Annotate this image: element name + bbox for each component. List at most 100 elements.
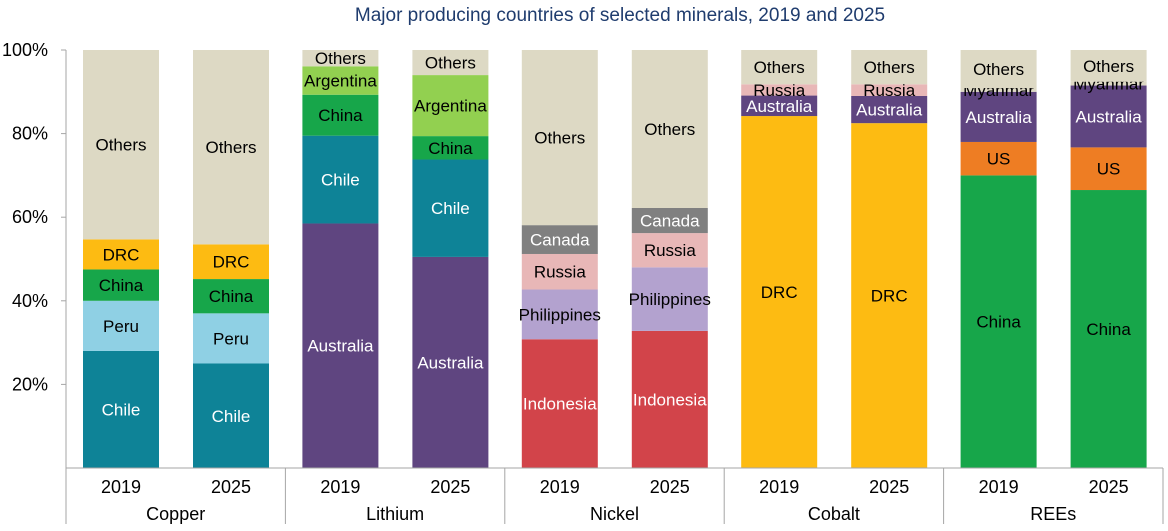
bar-segment — [1070, 50, 1147, 82]
bar-segment — [83, 269, 159, 301]
category-label: Copper — [146, 504, 205, 524]
segment-label: Chile — [321, 171, 360, 190]
bar-segment — [521, 253, 598, 290]
segment-label: Australia — [856, 101, 923, 120]
bar-segment — [631, 233, 708, 268]
bar-segment — [851, 50, 928, 85]
segment-label: Peru — [213, 329, 249, 348]
category-label: REEs — [1030, 504, 1076, 524]
bar-segment — [741, 50, 818, 85]
segment-label: DRC — [103, 245, 140, 264]
category-label: Cobalt — [808, 504, 860, 524]
bar-segment — [960, 50, 1037, 89]
segment-label: Indonesia — [633, 390, 707, 409]
segment-label: China — [428, 139, 473, 158]
y-tick-label: 20% — [12, 374, 48, 394]
year-label: 2025 — [869, 477, 909, 497]
bar-segment — [521, 225, 598, 254]
bar-segment — [521, 339, 598, 468]
segment-label: Chile — [431, 199, 470, 218]
bar-segment — [1070, 147, 1147, 191]
segment-label: China — [318, 106, 363, 125]
segment-label: Others — [95, 136, 146, 155]
bar-segment — [631, 208, 708, 234]
segment-label: Others — [205, 138, 256, 157]
year-label: 2019 — [101, 477, 141, 497]
bar-segment — [193, 313, 269, 364]
bar-segment — [851, 123, 928, 469]
bar-segment — [960, 175, 1037, 468]
bars-layer: Chile Peru China DRC Others Chile Peru China DRC… — [83, 49, 1147, 469]
bar-segment — [83, 300, 159, 351]
segment-label: DRC — [761, 283, 798, 302]
segment-label: Others — [315, 49, 366, 68]
bar-segment — [83, 50, 159, 240]
bar-segment — [302, 66, 379, 95]
bar-segment — [83, 239, 159, 270]
segment-label: China — [99, 276, 144, 295]
segment-label: Indonesia — [523, 395, 597, 414]
bar-segment — [960, 88, 1037, 92]
bar-segment — [193, 279, 269, 314]
bar-segment — [302, 223, 379, 468]
segment-label: Russia — [644, 241, 697, 260]
bar-segment — [412, 256, 489, 468]
segment-label: Philippines — [519, 305, 601, 324]
year-label: 2019 — [979, 477, 1019, 497]
bar-segment — [960, 91, 1037, 142]
segment-label: Others — [864, 58, 915, 77]
bar-segment — [851, 84, 928, 96]
year-label: 2025 — [211, 477, 251, 497]
segment-label: Philippines — [629, 290, 711, 309]
year-label: 2025 — [650, 477, 690, 497]
bar-segment — [631, 330, 708, 468]
segment-label: China — [209, 287, 254, 306]
year-label: 2025 — [430, 477, 470, 497]
bar-segment — [521, 289, 598, 340]
bar-segment — [412, 75, 489, 137]
bar-segment — [193, 244, 269, 280]
segment-label: China — [976, 313, 1021, 332]
year-label: 2019 — [320, 477, 360, 497]
segment-label: Argentina — [414, 97, 487, 116]
y-tick-label: 80% — [12, 124, 48, 144]
bar-segment — [631, 267, 708, 331]
segment-label: Australia — [966, 108, 1033, 127]
category-label: Nickel — [590, 504, 639, 524]
bar-segment — [631, 50, 708, 209]
year-label: 2025 — [1089, 477, 1129, 497]
year-label: 2019 — [759, 477, 799, 497]
segment-label: Others — [973, 60, 1024, 79]
segment-label: Argentina — [304, 72, 377, 91]
bar-segment — [302, 50, 379, 67]
y-tick-label: 100% — [2, 40, 48, 60]
segment-label: Russia — [534, 263, 587, 282]
segment-label: Peru — [103, 317, 139, 336]
bar-segment — [741, 116, 818, 468]
segment-label: Australia — [746, 97, 813, 116]
segment-label: Others — [425, 54, 476, 73]
bar-segment — [741, 84, 818, 96]
bar-segment — [412, 159, 489, 257]
bar-segment — [521, 50, 598, 226]
category-label: Lithium — [366, 504, 424, 524]
segment-label: US — [987, 150, 1011, 169]
chart-title: Major producing countries of selected mi… — [355, 5, 885, 26]
bar-segment — [960, 141, 1037, 176]
segment-label: Australia — [417, 353, 484, 372]
bar-segment — [1070, 81, 1147, 86]
y-tick-label: 40% — [12, 291, 48, 311]
y-tick-label: 60% — [12, 207, 48, 227]
segment-label: Australia — [1076, 107, 1143, 126]
bar-segment — [412, 136, 489, 160]
bar-segment — [302, 94, 379, 136]
bar-segment — [741, 95, 818, 117]
segment-label: China — [1086, 320, 1131, 339]
segment-label: US — [1097, 160, 1121, 179]
segment-label: Australia — [307, 337, 374, 356]
bar-segment — [302, 135, 379, 224]
segment-label: Chile — [102, 400, 141, 419]
